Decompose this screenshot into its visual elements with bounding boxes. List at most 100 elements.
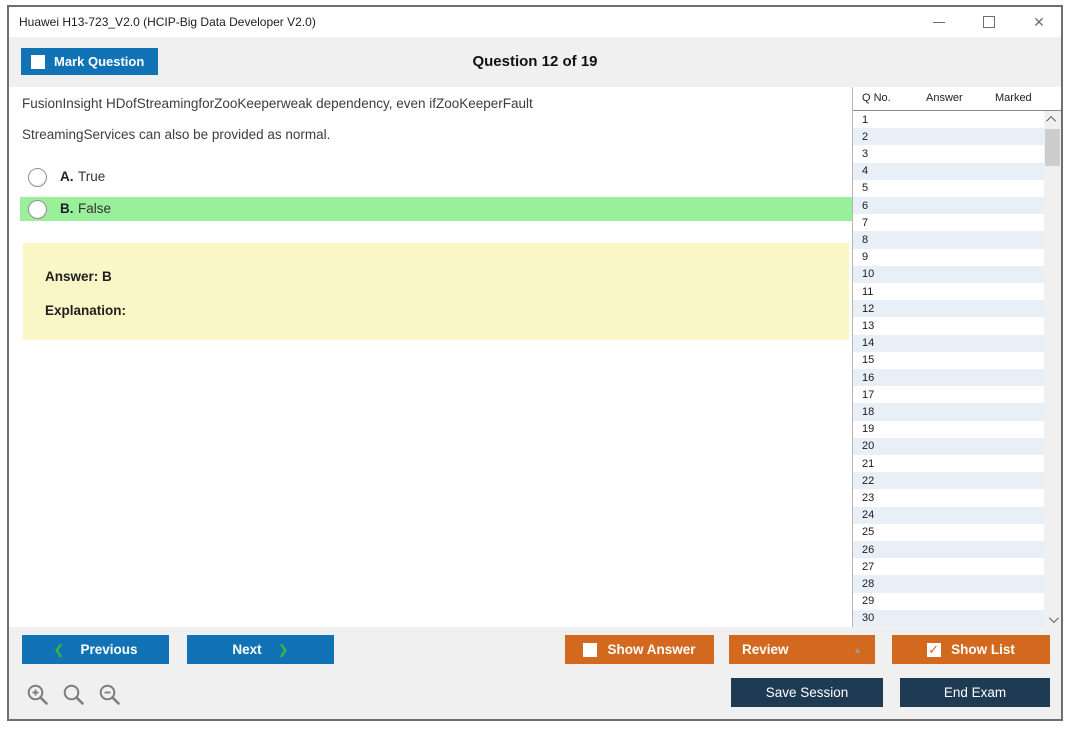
column-header-qno: Q No. (862, 92, 891, 104)
question-area: FusionInsight HDofStreamingforZooKeeperw… (9, 87, 1061, 628)
mark-question-checkbox[interactable] (31, 54, 45, 69)
question-list-scrollbar[interactable] (1044, 111, 1061, 627)
exam-player-window: Huawei H13-723_V2.0 (HCIP-Big Data Devel… (7, 5, 1063, 721)
question-text-line2: StreamingServices can also be provided a… (22, 127, 331, 142)
question-list-row[interactable]: 16 (853, 369, 1044, 387)
question-number: 28 (862, 578, 875, 591)
question-number: 29 (862, 595, 875, 608)
question-list-row[interactable]: 1 (853, 111, 1044, 128)
question-list-row[interactable]: 3 (853, 145, 1044, 162)
question-number: 27 (862, 560, 875, 573)
window-title: Huawei H13-723_V2.0 (HCIP-Big Data Devel… (19, 15, 316, 29)
question-list-row[interactable]: 23 (853, 489, 1044, 506)
end-exam-label: End Exam (943, 685, 1007, 700)
question-list-row[interactable]: 13 (853, 317, 1044, 334)
question-number: 14 (862, 337, 875, 350)
question-list-row[interactable]: 15 (853, 352, 1044, 369)
show-list-label: Show List (951, 642, 1015, 657)
question-number: 1 (862, 113, 869, 126)
option-letter: B. (60, 201, 74, 216)
radio-option-a[interactable] (28, 167, 47, 187)
question-list-row[interactable]: 10 (853, 265, 1044, 284)
question-number: 2 (862, 130, 869, 143)
question-list-row[interactable]: 11 (853, 283, 1044, 300)
question-list-row[interactable]: 5 (853, 180, 1044, 197)
show-list-button[interactable]: Show List (892, 635, 1050, 664)
scroll-up-icon[interactable] (1044, 111, 1061, 127)
question-number: 13 (862, 320, 875, 333)
question-list-row[interactable]: 2 (853, 128, 1044, 146)
zoom-reset-icon[interactable] (62, 683, 86, 707)
zoom-out-icon[interactable] (98, 683, 122, 707)
zoom-in-icon[interactable] (26, 683, 50, 707)
question-list-row[interactable]: 9 (853, 249, 1044, 266)
question-list-row[interactable]: 27 (853, 558, 1044, 575)
question-list-row[interactable]: 18 (853, 403, 1044, 421)
question-list-row[interactable]: 28 (853, 575, 1044, 593)
answer-explanation-panel: Answer: B Explanation: (23, 243, 849, 340)
review-dropdown-button[interactable]: Review ▲ (729, 635, 875, 664)
question-number: 6 (862, 199, 869, 212)
question-list-row[interactable]: 22 (853, 472, 1044, 490)
header-band: Mark Question Question 12 of 19 (9, 37, 1061, 87)
question-list-row[interactable]: 29 (853, 593, 1044, 610)
maximize-icon (983, 16, 995, 28)
question-list-row[interactable]: 6 (853, 197, 1044, 215)
question-number: 19 (862, 423, 875, 436)
question-list-row[interactable]: 17 (853, 386, 1044, 403)
question-list-row[interactable]: 7 (853, 214, 1044, 231)
question-list-row[interactable]: 26 (853, 541, 1044, 559)
close-icon: ✕ (1033, 13, 1045, 30)
mark-question-button[interactable]: Mark Question (21, 48, 159, 75)
question-list-row[interactable]: 30 (853, 609, 1044, 628)
dropdown-arrow-icon: ▲ (853, 644, 862, 655)
column-header-marked: Marked (995, 92, 1032, 104)
scroll-down-icon[interactable] (1044, 611, 1061, 627)
previous-button[interactable]: ❮ Previous (22, 635, 169, 664)
question-number: 23 (862, 492, 875, 505)
minimize-button[interactable] (932, 15, 946, 29)
question-list-header: Q No. Answer Marked (853, 87, 1061, 111)
maximize-button[interactable] (982, 15, 996, 29)
end-exam-button[interactable]: End Exam (900, 678, 1050, 707)
chevron-left-icon: ❮ (53, 641, 65, 657)
show-list-checkbox[interactable] (927, 642, 942, 658)
question-number: 15 (862, 354, 875, 367)
question-number: 25 (862, 526, 875, 539)
show-answer-checkbox[interactable] (583, 642, 598, 657)
question-number: 16 (862, 371, 875, 384)
question-list-panel: Q No. Answer Marked 1 2 3 4 5 6 7 8 9 10 11 12 13 14 1… (852, 87, 1061, 628)
next-label: Next (232, 642, 262, 657)
question-list-row[interactable]: 19 (853, 421, 1044, 438)
show-answer-button[interactable]: Show Answer (565, 635, 714, 664)
question-number: 3 (862, 148, 869, 160)
question-list-row[interactable]: 14 (853, 334, 1044, 352)
question-list-row[interactable]: 24 (853, 506, 1044, 524)
option-label: False (77, 201, 111, 216)
close-button[interactable]: ✕ (1032, 13, 1046, 30)
question-list-row[interactable]: 12 (853, 300, 1044, 318)
question-number: 10 (862, 268, 875, 281)
footer-bar: ❮ Previous Next ❯ Show Answer Review ▲ S… (9, 627, 1061, 719)
radio-option-b[interactable] (28, 199, 47, 219)
question-number: 4 (862, 165, 869, 178)
question-counter: Question 12 of 19 (472, 53, 598, 70)
question-list-row[interactable]: 20 (853, 437, 1044, 456)
question-list-row[interactable]: 4 (853, 162, 1044, 180)
option-label: True (77, 169, 106, 184)
question-list-row[interactable]: 8 (853, 231, 1044, 249)
column-header-answer: Answer (926, 92, 963, 104)
question-number: 11 (862, 285, 874, 298)
question-number: 21 (862, 457, 875, 470)
question-list-row[interactable]: 21 (853, 455, 1044, 472)
option-row-b[interactable]: B. False (20, 197, 854, 221)
question-number: 18 (862, 406, 875, 419)
save-session-label: Save Session (765, 685, 849, 700)
question-number: 30 (862, 612, 875, 625)
next-button[interactable]: Next ❯ (187, 635, 334, 664)
save-session-button[interactable]: Save Session (731, 678, 883, 707)
scrollbar-thumb[interactable] (1045, 129, 1060, 166)
option-row-a[interactable]: A. True (20, 165, 854, 189)
question-number: 20 (862, 440, 875, 453)
question-list-row[interactable]: 25 (853, 524, 1044, 541)
